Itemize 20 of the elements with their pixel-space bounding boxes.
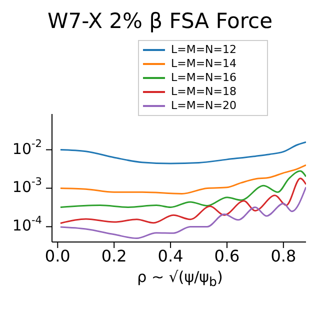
- y-tick-label: 10$^{-2}$: [12, 138, 42, 158]
- line-series: [60, 164, 306, 194]
- legend-label: L=M=N=20: [171, 99, 236, 113]
- legend-label: L=M=N=18: [171, 85, 236, 99]
- line-series: [60, 170, 306, 208]
- y-tick-label: 10$^{-4}$: [12, 214, 42, 235]
- legend-label: L=M=N=16: [171, 71, 236, 85]
- legend-label: L=M=N=14: [171, 57, 236, 71]
- line-series: [60, 178, 306, 224]
- x-tick-label: 0.2: [101, 246, 127, 266]
- x-tick-label: 0.6: [214, 246, 240, 266]
- x-tick-label: 0.0: [44, 246, 70, 266]
- x-tick-label: 0.4: [158, 246, 184, 266]
- x-tick-label: 0.8: [270, 246, 296, 266]
- chart-title: W7-X 2% β FSA Force: [46, 8, 274, 34]
- legend-label: L=M=N=12: [171, 43, 236, 57]
- y-tick-label: 10$^{-3}$: [12, 176, 42, 196]
- x-axis-title: ρ ~ √(ψ/ψ$_{b}$): [136, 268, 224, 289]
- line-series: [60, 141, 306, 164]
- line-series: [60, 186, 306, 240]
